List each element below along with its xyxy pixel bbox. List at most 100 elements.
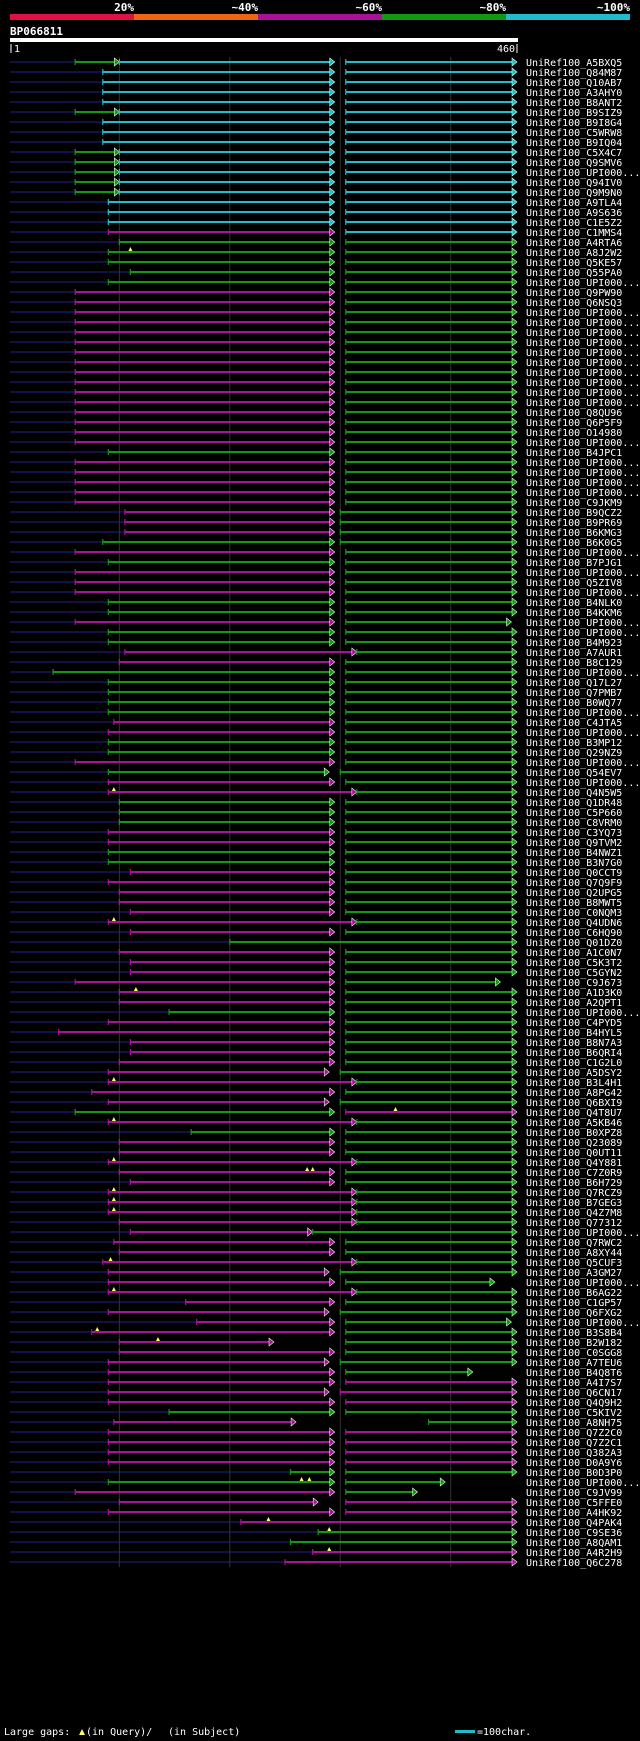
alignment-row[interactable]: UniRef100_A1D3K0 [10, 987, 622, 999]
alignment-row[interactable]: UniRef100_B6KMG3 [10, 527, 622, 539]
alignment-row[interactable]: UniRef100_C9SE36 [10, 1527, 622, 1539]
row-label[interactable]: UniRef100_B6H729 [526, 1178, 622, 1189]
alignment-row[interactable]: UniRef100_UPI000... [10, 1227, 640, 1239]
row-label[interactable]: UniRef100_Q7RCZ9 [526, 1188, 622, 1199]
alignment-row[interactable]: UniRef100_Q94IV0 [10, 177, 622, 189]
alignment-row[interactable]: UniRef100_C4PYD5 [10, 1017, 622, 1029]
alignment-row[interactable]: UniRef100_UPI000... [10, 307, 640, 319]
alignment-row[interactable]: UniRef100_A8PG42 [10, 1087, 622, 1099]
row-label[interactable]: UniRef100_B3MP12 [526, 738, 622, 749]
alignment-row[interactable]: UniRef100_B7GEG3 [10, 1197, 622, 1209]
alignment-row[interactable]: UniRef100_Q4N5W5 [10, 787, 622, 799]
row-label[interactable]: UniRef100_Q54EV7 [526, 768, 622, 779]
alignment-row[interactable]: UniRef100_UPI000... [10, 707, 640, 719]
alignment-row[interactable]: UniRef100_B9QCZ2 [10, 507, 622, 519]
alignment-row[interactable]: UniRef100_Q84M87 [10, 67, 622, 79]
alignment-row[interactable]: UniRef100_B4Q8T6 [10, 1367, 622, 1379]
alignment-row[interactable]: UniRef100_UPI000... [10, 617, 640, 629]
row-label[interactable]: UniRef100_UPI000... [526, 348, 640, 359]
alignment-row[interactable]: UniRef100_UPI000... [10, 377, 640, 389]
row-label[interactable]: UniRef100_UPI000... [526, 478, 640, 489]
row-label[interactable]: UniRef100_C8VRM0 [526, 818, 622, 829]
row-label[interactable]: UniRef100_UPI000... [526, 1318, 640, 1329]
row-label[interactable]: UniRef100_UPI000... [526, 668, 640, 679]
alignment-row[interactable]: UniRef100_UPI000... [10, 357, 640, 369]
alignment-row[interactable]: UniRef100_Q9PW90 [10, 287, 622, 299]
row-label[interactable]: UniRef100_A3GM27 [526, 1268, 622, 1279]
row-label[interactable]: UniRef100_Q84M87 [526, 68, 622, 79]
alignment-row[interactable]: UniRef100_C1E5Z2 [10, 217, 622, 229]
alignment-row[interactable]: UniRef100_B9IQ04 [10, 137, 622, 149]
row-label[interactable]: UniRef100_B9IQ04 [526, 138, 622, 149]
row-label[interactable]: UniRef100_A4HK92 [526, 1508, 622, 1519]
alignment-row[interactable]: UniRef100_B8C129 [10, 657, 622, 669]
row-label[interactable]: UniRef100_UPI000... [526, 468, 640, 479]
alignment-row[interactable]: UniRef100_C5KIV2 [10, 1407, 622, 1419]
row-label[interactable]: UniRef100_C1E5Z2 [526, 218, 622, 229]
row-label[interactable]: UniRef100_B6K0G5 [526, 538, 622, 549]
alignment-row[interactable]: UniRef100_C1GP57 [10, 1297, 622, 1309]
alignment-row[interactable]: UniRef100_A8J2W2 [10, 247, 622, 259]
row-label[interactable]: UniRef100_C6HQ90 [526, 928, 622, 939]
row-label[interactable]: UniRef100_A8QAM1 [526, 1538, 622, 1549]
row-label[interactable]: UniRef100_UPI000... [526, 398, 640, 409]
alignment-row[interactable]: UniRef100_A3AHY0 [10, 87, 622, 99]
row-label[interactable]: UniRef100_UPI000... [526, 328, 640, 339]
row-label[interactable]: UniRef100_B4Q8T6 [526, 1368, 622, 1379]
row-label[interactable]: UniRef100_Q01DZ0 [526, 938, 622, 949]
alignment-row[interactable]: UniRef100_Q8QU96 [10, 407, 622, 419]
row-label[interactable]: UniRef100_B0D3P0 [526, 1468, 622, 1479]
row-label[interactable]: UniRef100_C5FFE0 [526, 1498, 622, 1509]
alignment-row[interactable]: UniRef100_Q10AB7 [10, 77, 622, 89]
alignment-row[interactable]: UniRef100_UPI000... [10, 727, 640, 739]
row-label[interactable]: UniRef100_C5K3T2 [526, 958, 622, 969]
row-label[interactable]: UniRef100_A4R2H9 [526, 1548, 622, 1559]
row-label[interactable]: UniRef100_C3YQ73 [526, 828, 622, 839]
alignment-row[interactable]: UniRef100_C5WRW8 [10, 127, 622, 139]
row-label[interactable]: UniRef100_UPI000... [526, 308, 640, 319]
row-label[interactable]: UniRef100_UPI000... [526, 708, 640, 719]
alignment-row[interactable]: UniRef100_Q4Z7M8 [10, 1207, 622, 1219]
alignment-row[interactable]: UniRef100_B6H729 [10, 1177, 622, 1189]
alignment-row[interactable]: UniRef100_UPI000... [10, 777, 640, 789]
alignment-row[interactable]: UniRef100_B4NLK0 [10, 597, 622, 609]
row-label[interactable]: UniRef100_A5BXQ5 [526, 58, 622, 69]
row-label[interactable]: UniRef100_A8PG42 [526, 1088, 622, 1099]
alignment-row[interactable]: UniRef100_Q0CCT9 [10, 867, 622, 879]
row-label[interactable]: UniRef100_UPI000... [526, 1228, 640, 1239]
row-label[interactable]: UniRef100_Q7Q9F9 [526, 878, 622, 889]
row-label[interactable]: UniRef100_C5WRW8 [526, 128, 622, 139]
row-label[interactable]: UniRef100_B8C129 [526, 658, 622, 669]
alignment-row[interactable]: UniRef100_B0WQ77 [10, 697, 622, 709]
row-label[interactable]: UniRef100_Q7Z2C0 [526, 1428, 622, 1439]
alignment-row[interactable]: UniRef100_C1G2L0 [10, 1057, 622, 1069]
alignment-row[interactable]: UniRef100_UPI000... [10, 667, 640, 679]
alignment-row[interactable]: UniRef100_UPI000... [10, 1007, 640, 1019]
alignment-row[interactable]: UniRef100_C9J673 [10, 977, 622, 989]
alignment-row[interactable]: UniRef100_Q17L27 [10, 677, 622, 689]
alignment-row[interactable]: UniRef100_UPI000... [10, 317, 640, 329]
row-label[interactable]: UniRef100_Q94IV0 [526, 178, 622, 189]
row-label[interactable]: UniRef100_UPI000... [526, 568, 640, 579]
alignment-row[interactable]: UniRef100_Q7Z2C0 [10, 1427, 622, 1439]
row-label[interactable]: UniRef100_UPI000... [526, 758, 640, 769]
row-label[interactable]: UniRef100_A8J2W2 [526, 248, 622, 259]
row-label[interactable]: UniRef100_Q6P5F9 [526, 418, 622, 429]
row-label[interactable]: UniRef100_UPI000... [526, 368, 640, 379]
alignment-row[interactable]: UniRef100_B8ANT2 [10, 97, 622, 109]
row-label[interactable]: UniRef100_UPI000... [526, 168, 640, 179]
alignment-row[interactable]: UniRef100_C0NQM3 [10, 907, 622, 919]
row-label[interactable]: UniRef100_B6KMG3 [526, 528, 622, 539]
alignment-row[interactable]: UniRef100_B6QRI4 [10, 1047, 622, 1059]
alignment-row[interactable]: UniRef100_C9JV99 [10, 1487, 622, 1499]
row-label[interactable]: UniRef100_Q1DR48 [526, 798, 622, 809]
row-label[interactable]: UniRef100_A1C0N7 [526, 948, 622, 959]
row-label[interactable]: UniRef100_Q23089 [526, 1138, 622, 1149]
alignment-row[interactable]: UniRef100_D0A9Y6 [10, 1457, 622, 1469]
row-label[interactable]: UniRef100_C5X4C7 [526, 148, 622, 159]
row-label[interactable]: UniRef100_C4JTA5 [526, 718, 622, 729]
row-label[interactable]: UniRef100_A4RTA6 [526, 238, 622, 249]
alignment-row[interactable]: UniRef100_Q6C278 [10, 1557, 622, 1569]
alignment-row[interactable]: UniRef100_B8N7A3 [10, 1037, 622, 1049]
row-label[interactable]: UniRef100_B3L4H1 [526, 1078, 622, 1089]
